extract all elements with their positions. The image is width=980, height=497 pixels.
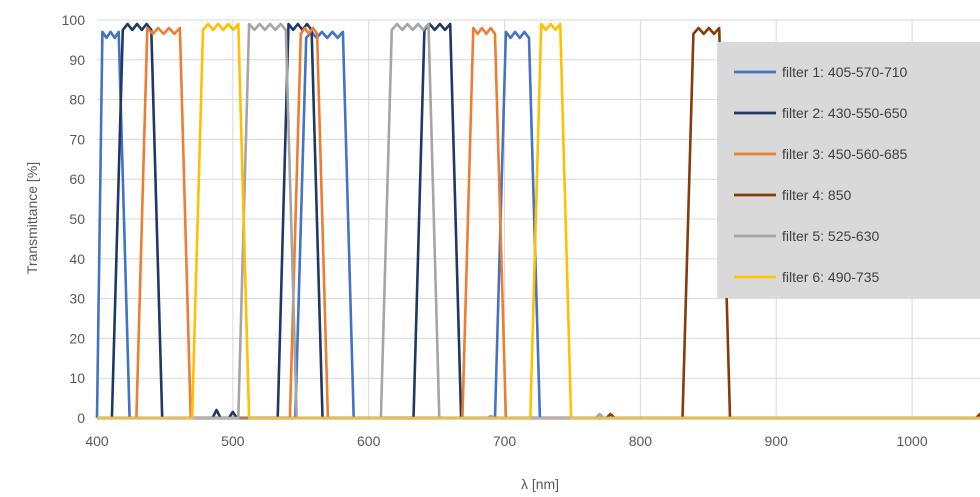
series-line-3 (97, 26, 980, 420)
y-tick-label: 90 (69, 52, 85, 68)
y-tick-label: 60 (69, 171, 85, 187)
y-tick-label: 70 (69, 131, 85, 147)
y-tick-label: 30 (69, 291, 85, 307)
y-tick-label: 20 (69, 330, 85, 346)
x-tick-label: 700 (493, 433, 517, 449)
legend-label-4: filter 4: 850 (782, 187, 851, 203)
axes: 0 10 20 30 40 50 60 70 80 90 100 400 500 600 700 800 900… (62, 12, 980, 449)
legend-label-6: filter 6: 490-735 (782, 269, 879, 285)
legend-label-1: filter 1: 405-570-710 (782, 64, 908, 80)
x-axis-title: λ [nm] (521, 476, 559, 492)
x-tick-label: 900 (765, 433, 789, 449)
y-tick-label: 50 (69, 211, 85, 227)
x-tick-label: 1000 (896, 433, 927, 449)
y-tick-label: 10 (69, 370, 85, 386)
y-tick-label: 40 (69, 251, 85, 267)
y-tick-label: 100 (62, 12, 86, 28)
legend-label-5: filter 5: 525-630 (782, 228, 879, 244)
y-axis-title: Transmittance [%] (24, 162, 40, 274)
legend-box (717, 42, 980, 298)
x-tick-label: 800 (629, 433, 653, 449)
y-tick-label: 0 (77, 410, 85, 426)
series-line-6 (97, 22, 980, 420)
x-tick-label: 400 (85, 433, 109, 449)
legend: filter 1: 405-570-710 filter 2: 430-550-6… (717, 42, 980, 298)
series-line-1 (95, 30, 980, 420)
legend-label-3: filter 3: 450-560-685 (782, 146, 908, 162)
x-tick-label: 500 (221, 433, 245, 449)
y-tick-label: 80 (69, 92, 85, 108)
x-tick-label: 600 (357, 433, 381, 449)
legend-label-2: filter 2: 430-550-650 (782, 105, 908, 121)
